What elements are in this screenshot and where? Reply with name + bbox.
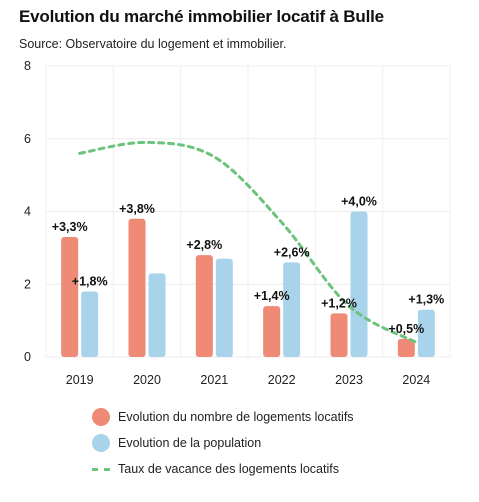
y-tick-label: 6 xyxy=(24,132,31,146)
legend-item-logements: Evolution du nombre de logements locatif… xyxy=(92,407,354,427)
legend-item-vacance: Taux de vacance des logements locatifs xyxy=(92,459,354,479)
data-label: +1,4% xyxy=(254,289,290,303)
bar xyxy=(417,309,435,357)
legend-label-population: Evolution de la population xyxy=(118,436,262,450)
data-label: +1,8% xyxy=(72,275,108,289)
data-label: +1,3% xyxy=(408,293,444,307)
bar xyxy=(350,211,368,357)
x-tick-label: 2020 xyxy=(133,373,161,387)
bar xyxy=(128,218,146,357)
legend-item-population: Evolution de la population xyxy=(92,433,354,453)
bar xyxy=(263,306,281,357)
bar xyxy=(330,313,348,357)
chart-subtitle: Source: Observatoire du logement et immo… xyxy=(19,37,287,51)
data-label: +2,8% xyxy=(186,238,222,252)
series-line-vacance xyxy=(78,140,418,344)
x-tick-label: 2021 xyxy=(200,373,228,387)
chart-legend: Evolution du nombre de logements locatif… xyxy=(92,407,354,485)
bar xyxy=(61,236,79,357)
bar xyxy=(148,273,166,357)
y-tick-label: 4 xyxy=(24,205,31,219)
legend-label-logements: Evolution du nombre de logements locatif… xyxy=(118,410,354,424)
chart-title: Evolution du marché immobilier locatif à… xyxy=(19,7,384,26)
legend-label-vacance: Taux de vacance des logements locatifs xyxy=(118,462,339,476)
data-label: +3,8% xyxy=(119,202,155,216)
x-tick-label: 2023 xyxy=(335,373,363,387)
x-tick-label: 2022 xyxy=(268,373,296,387)
bar xyxy=(283,262,301,357)
legend-swatch-logements xyxy=(92,408,110,426)
y-tick-label: 2 xyxy=(24,277,31,291)
data-label: +3,3% xyxy=(52,220,88,234)
bar xyxy=(195,255,213,357)
legend-swatch-population xyxy=(92,434,110,452)
bar xyxy=(397,338,415,357)
legend-swatch-vacance xyxy=(92,467,110,471)
x-tick-label: 2024 xyxy=(402,373,430,387)
data-label: +1,2% xyxy=(321,296,357,310)
chart-area: 0 2 4 6 8 2019 2020 2021 2022 2023 2024 +3,3% +3,8% +… xyxy=(24,59,451,387)
x-tick-label: 2019 xyxy=(66,373,94,387)
bar xyxy=(215,258,233,357)
bar xyxy=(81,291,99,357)
data-label: +4,0% xyxy=(341,195,377,209)
data-label: +0,5% xyxy=(388,322,424,336)
data-label: +2,6% xyxy=(274,245,310,259)
y-tick-label: 0 xyxy=(24,350,31,364)
y-tick-label: 8 xyxy=(24,59,31,73)
